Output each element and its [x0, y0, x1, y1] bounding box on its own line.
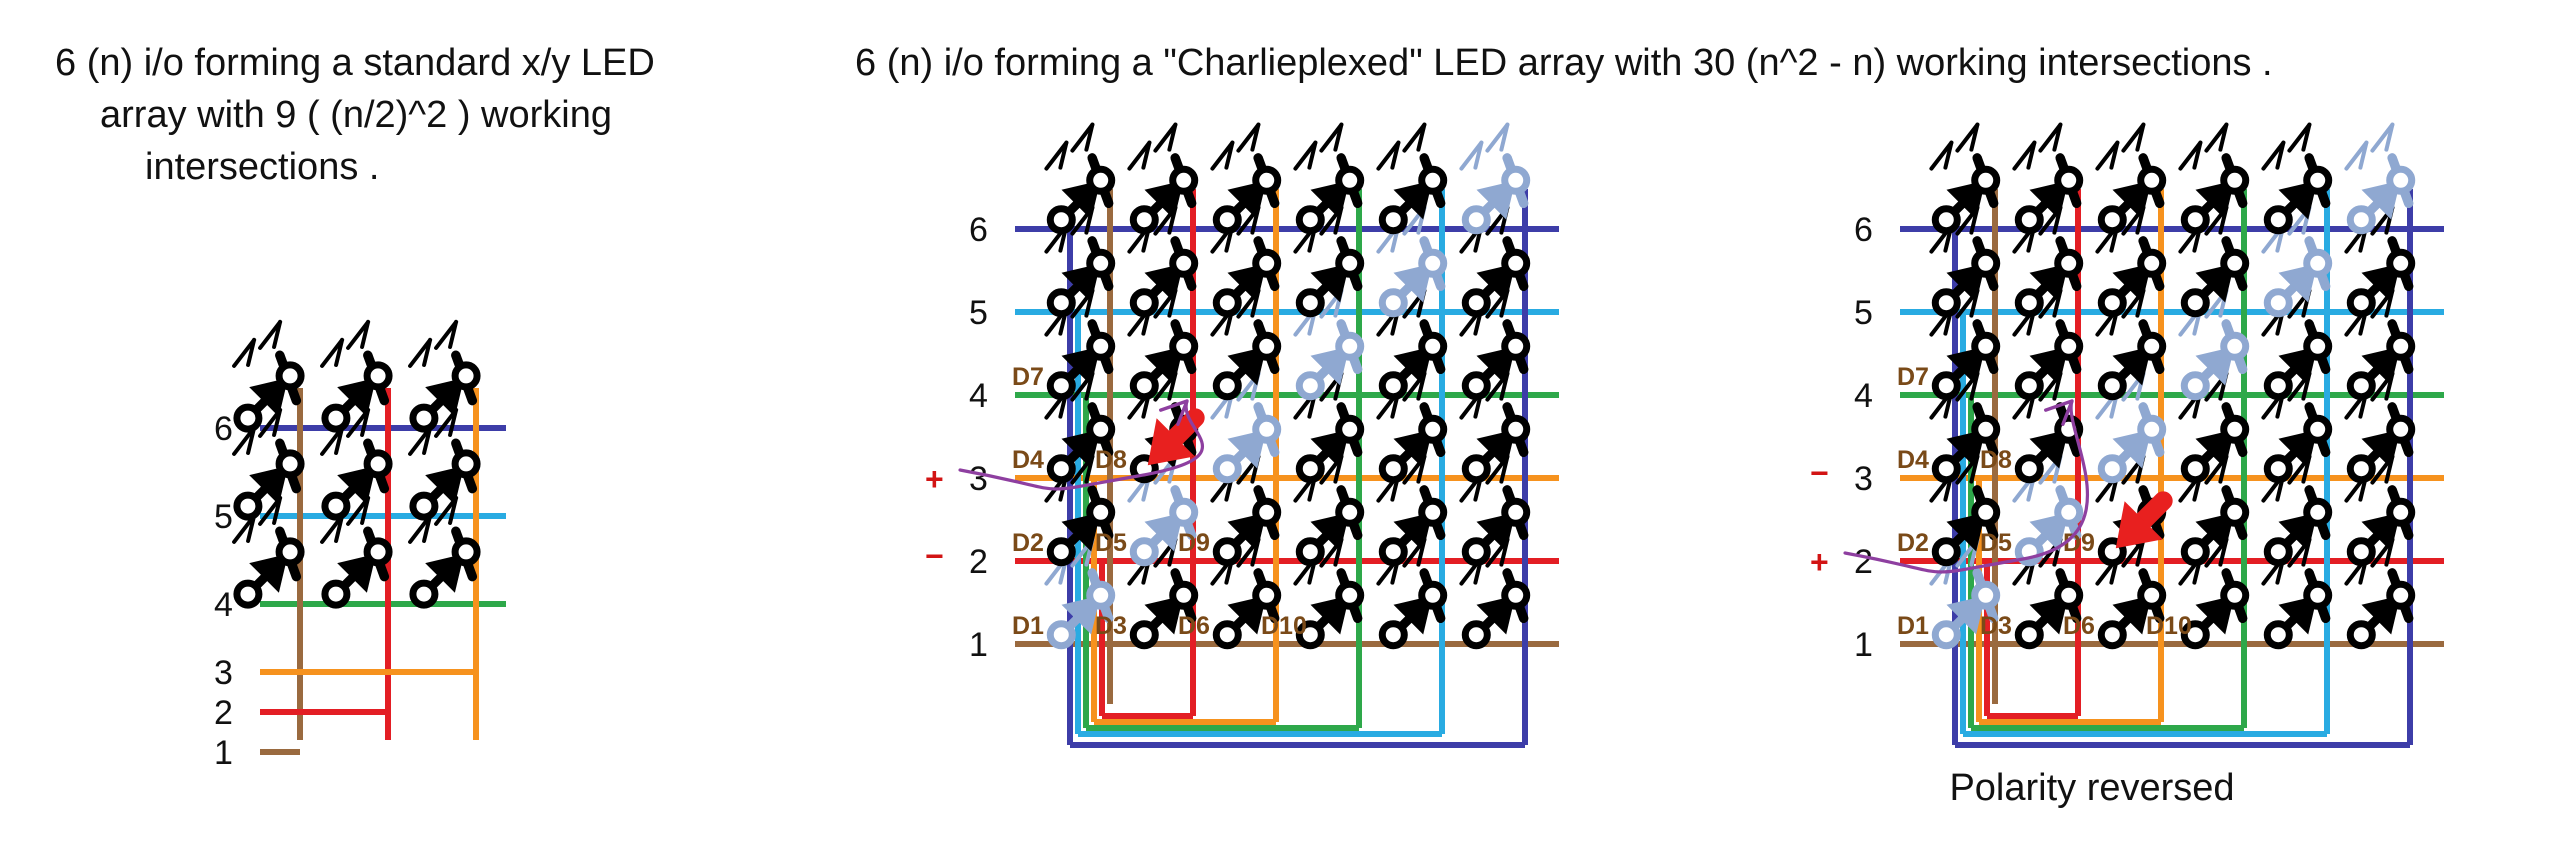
svg-text:D5: D5	[1095, 529, 1127, 557]
svg-text:D4: D4	[1897, 446, 1929, 474]
svg-text:2: 2	[214, 694, 233, 732]
svg-text:D6: D6	[2063, 612, 2095, 640]
svg-text:4: 4	[214, 586, 233, 624]
svg-text:3: 3	[1854, 460, 1873, 498]
svg-text:1: 1	[214, 734, 233, 772]
svg-text:2: 2	[969, 543, 988, 581]
svg-text:4: 4	[1854, 377, 1873, 415]
svg-text:Polarity reversed: Polarity reversed	[1949, 767, 2234, 809]
svg-text:D8: D8	[1095, 446, 1127, 474]
svg-text:−: −	[925, 538, 944, 574]
svg-text:D3: D3	[1980, 612, 2012, 640]
svg-text:5: 5	[969, 294, 988, 332]
svg-text:5: 5	[1854, 294, 1873, 332]
svg-text:array with 9 ( (n/2)^2 ) worki: array with 9 ( (n/2)^2 ) working	[100, 94, 612, 136]
svg-text:D9: D9	[1178, 529, 1210, 557]
svg-text:D10: D10	[2146, 612, 2192, 640]
svg-text:6 (n) i/o forming a standard: 6 (n) i/o forming a standard x/y LED	[55, 42, 655, 84]
svg-text:1: 1	[969, 626, 988, 664]
svg-text:D4: D4	[1012, 446, 1044, 474]
svg-text:intersections .: intersections .	[145, 146, 379, 188]
svg-text:D1: D1	[1012, 612, 1044, 640]
svg-text:D2: D2	[1012, 529, 1044, 557]
svg-text:D1: D1	[1897, 612, 1929, 640]
svg-text:6: 6	[1854, 211, 1873, 249]
svg-text:6: 6	[214, 410, 233, 448]
svg-text:5: 5	[214, 498, 233, 536]
svg-text:6: 6	[969, 211, 988, 249]
svg-text:4: 4	[969, 377, 988, 415]
svg-text:D3: D3	[1095, 612, 1127, 640]
svg-text:D5: D5	[1980, 529, 2012, 557]
svg-text:6 (n) i/o forming a "Charliepl: 6 (n) i/o forming a "Charlieplexed" LED …	[855, 42, 2273, 84]
svg-text:1: 1	[1854, 626, 1873, 664]
svg-text:2: 2	[1854, 543, 1873, 581]
svg-text:D6: D6	[1178, 612, 1210, 640]
svg-text:+: +	[1810, 544, 1829, 580]
svg-text:D9: D9	[2063, 529, 2095, 557]
svg-text:3: 3	[214, 654, 233, 692]
svg-text:3: 3	[969, 460, 988, 498]
svg-text:D7: D7	[1012, 363, 1044, 391]
svg-text:D10: D10	[1261, 612, 1307, 640]
svg-text:D8: D8	[1980, 446, 2012, 474]
svg-text:D7: D7	[1897, 363, 1929, 391]
svg-text:+: +	[925, 461, 944, 497]
svg-text:−: −	[1810, 455, 1829, 491]
svg-text:D2: D2	[1897, 529, 1929, 557]
